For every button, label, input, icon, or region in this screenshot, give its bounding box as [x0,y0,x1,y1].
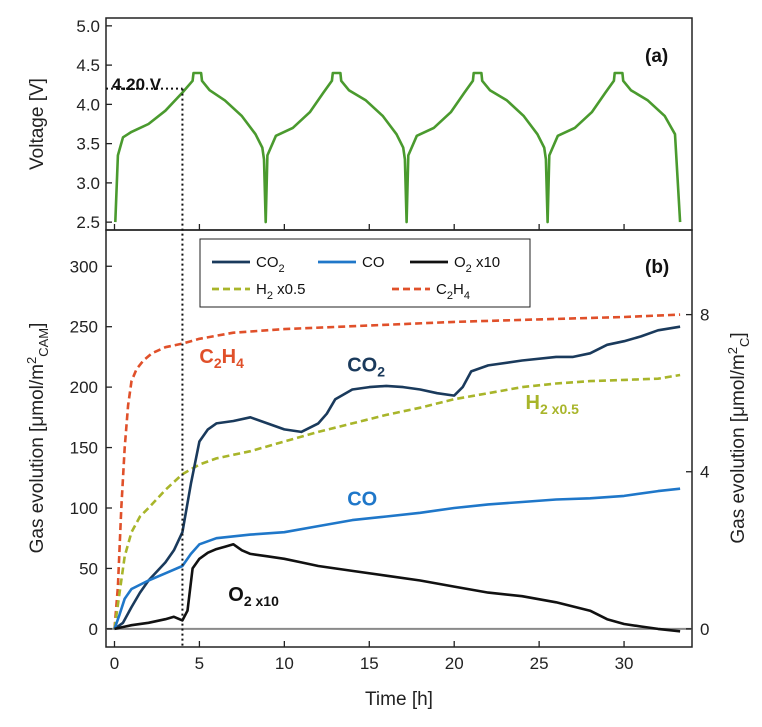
panel-b-y2tick-label: 0 [700,620,709,639]
legend-frame [199,238,531,308]
series-line-co [113,487,681,630]
panel-b-ytick-label: 50 [79,559,98,578]
series-annotation: CO [347,489,377,511]
panel-b-xtick-label: 25 [530,654,549,673]
panel-a-ytick-label: 2.5 [76,213,100,232]
legend-label: CO [362,254,385,271]
panel-a-y-axis-label: Voltage [V] [27,78,48,170]
panel-b-y2tick-label: 4 [700,463,709,482]
panel-a-ytick-label: 4.5 [76,56,100,75]
panel-a-ytick-label: 3.0 [76,174,100,193]
panel-b-ytick-label: 150 [70,439,98,458]
legend-label: CO2 [256,254,285,275]
panel-b-xtick-label: 5 [195,654,204,673]
legend-label: C2H4 [436,281,470,302]
panel-b-ytick-label: 250 [70,318,98,337]
panel-a-frame [105,17,693,231]
series-line-co2 [113,325,681,630]
legend-label: H2 x0.5 [256,281,306,302]
series-line-o2-x10 [114,542,681,633]
panel-b-xtick-label: 30 [615,654,634,673]
panel-b-label: (b) [645,257,669,278]
series-line-c2h4 [113,313,681,630]
panel-b-ytick-label: 300 [70,257,98,276]
panel-b-xtick-label: 20 [445,654,464,673]
series-annotation: CO2 [347,354,385,379]
legend: CO2 CO O2 x10 H2 x0.5 C2H4 [199,238,531,308]
axis-label-text: Gas evolution [μmol/m2C] [725,332,752,543]
panel-b-ytick-label: 100 [70,499,98,518]
panel-b-y-axis-label: Gas evolution [μmol/m2CAM] [24,323,51,554]
panel-b-xtick-label: 0 [110,654,119,673]
panel-b-xtick-label: 10 [275,654,294,673]
panel-a-ytick-label: 4.0 [76,95,100,114]
voltage-annotation: 4.20 V [112,75,162,94]
panel-b-xtick-label: 15 [360,654,379,673]
panel-a-layer: 2.5 3.0 3.5 4.0 4.5 5.0 [76,17,682,232]
panel-a-label: (a) [645,46,668,67]
voltage-series-line [114,71,682,224]
panel-b-frame [105,229,693,648]
panel-b-ytick-label: 0 [89,620,98,639]
panel-a-ytick-label: 5.0 [76,17,100,36]
panel-b-y2tick-label: 8 [700,306,709,325]
axis-label-text: Gas evolution [μmol/m2CAM] [24,323,51,554]
series-annotation: H2 x0.5 [526,392,580,417]
legend-label: O2 x10 [454,254,500,275]
panel-b-y2-axis-label: Gas evolution [μmol/m2C] [725,332,752,543]
panel-b-ytick-label: 200 [70,378,98,397]
series-annotation: C2H4 [199,346,244,371]
x-axis-label: Time [h] [365,689,433,710]
panel-a-ytick-label: 3.5 [76,135,100,154]
panel-b-layer: 0 50 100 150 200 250 300 0 4 8 0 5 10 15 20 25 30 C2H4 CO2… [70,257,710,673]
series-line-h2-x0-5 [113,373,681,630]
series-annotation: O2 x10 [228,584,279,609]
